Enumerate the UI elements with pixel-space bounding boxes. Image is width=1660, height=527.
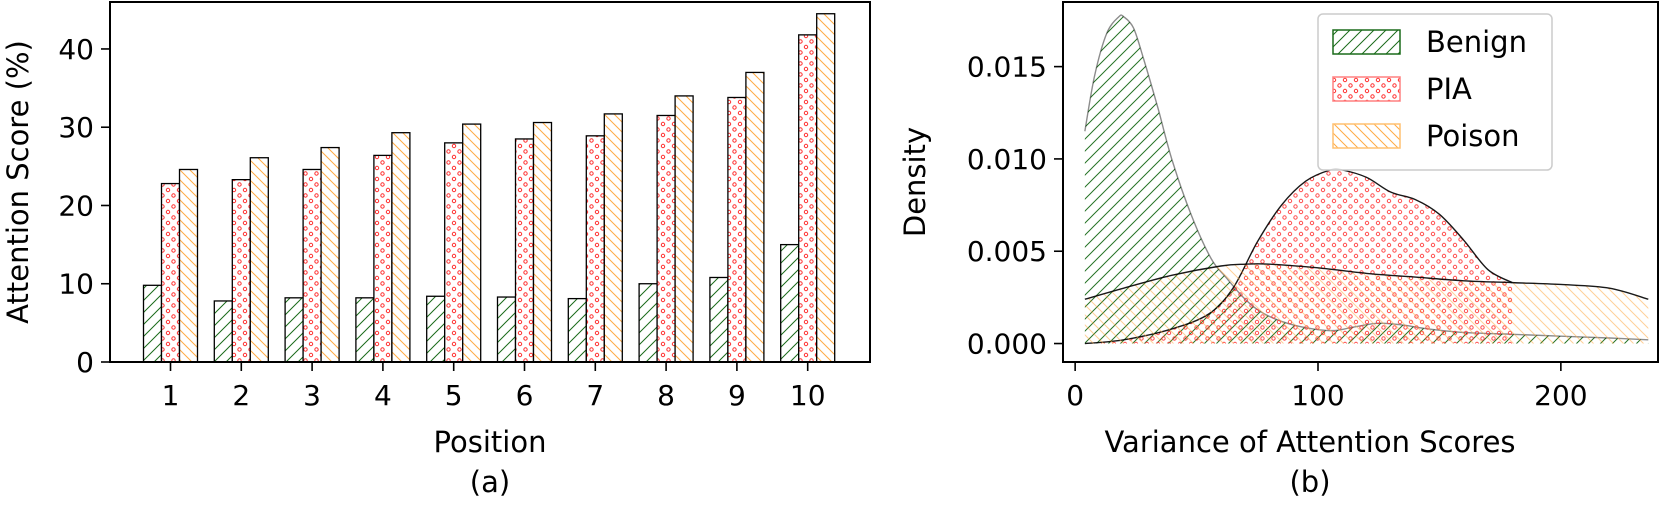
chart-b-y-axis-label: Density — [898, 127, 932, 237]
chart-b-x-ticks: 0 100 200 — [1066, 362, 1588, 412]
bar-pia-2-hatch — [231, 179, 251, 363]
y-tick-label: 0.000 — [967, 328, 1047, 361]
bar-pia-9-hatch — [727, 96, 747, 363]
bar-pia-3-hatch — [302, 168, 322, 363]
x-tick-label: 5 — [445, 379, 463, 412]
legend-swatch-benign — [1332, 29, 1401, 55]
x-tick-label: 10 — [790, 379, 826, 412]
bar-poison-9-hatch — [745, 71, 765, 363]
bar-poison-5-hatch — [462, 123, 482, 363]
bar-poison-10-hatch — [816, 13, 836, 363]
bar-benign-1-hatch — [142, 284, 163, 363]
chart-a: 0 10 20 30 40 1 2 3 4 5 6 7 8 9 10 Position (a) Atten… — [1, 1, 871, 499]
y-tick-label: 10 — [58, 268, 94, 301]
bar-poison-3-hatch — [320, 146, 340, 363]
bar-pia-10-hatch — [798, 34, 818, 363]
chart-b-y-ticks: 0.000 0.005 0.010 0.015 — [967, 51, 1063, 361]
bar-poison-4-hatch — [391, 132, 411, 363]
legend-label-pia: PIA — [1426, 72, 1472, 106]
x-tick-label: 3 — [303, 379, 321, 412]
x-tick-label: 100 — [1291, 379, 1344, 412]
legend-label-poison: Poison — [1426, 119, 1520, 153]
bar-poison-6-hatch — [532, 121, 553, 363]
y-tick-label: 20 — [58, 189, 94, 222]
chart-a-frame — [109, 1, 871, 363]
bar-pia-5-hatch — [444, 142, 464, 363]
density-curve-poison — [1084, 263, 1649, 300]
bar-poison-1-hatch — [178, 168, 199, 363]
bar-benign-10-hatch — [780, 243, 800, 363]
x-tick-label: 2 — [232, 379, 250, 412]
chart-a-x-axis-label: Position — [434, 425, 547, 459]
y-tick-label: 0.005 — [967, 235, 1047, 268]
x-tick-label: 200 — [1534, 379, 1587, 412]
chart-b-legend: Benign PIA Poison — [1317, 13, 1553, 171]
density-area-poison — [1084, 263, 1649, 344]
chart-b-density-areas — [1084, 14, 1649, 345]
chart-b-x-axis-label: Variance of Attention Scores — [1104, 425, 1515, 459]
chart-b: 0.000 0.005 0.010 0.015 0 100 200 Variance of… — [898, 1, 1659, 499]
bar-benign-3-hatch — [284, 297, 304, 363]
y-tick-label: 0 — [76, 346, 94, 379]
x-tick-label: 9 — [728, 379, 746, 412]
bar-benign-5-hatch — [426, 295, 446, 363]
bar-poison-7-hatch — [603, 113, 623, 363]
x-tick-label: 1 — [162, 379, 180, 412]
x-tick-label: 4 — [374, 379, 392, 412]
bar-pia-1-hatch — [160, 182, 181, 363]
y-tick-label: 40 — [58, 33, 94, 66]
bar-pia-7-hatch — [585, 135, 605, 363]
bar-poison-8-hatch — [674, 95, 694, 363]
chart-a-y-axis-label: Attention Score (%) — [1, 40, 35, 324]
legend-swatch-pia — [1332, 76, 1401, 102]
bar-benign-4-hatch — [355, 297, 375, 363]
bar-benign-8-hatch — [638, 283, 658, 363]
bar-pia-6-hatch — [514, 138, 535, 363]
bar-benign-6-hatch — [496, 296, 517, 363]
bar-benign-2-hatch — [213, 300, 233, 363]
y-tick-label: 30 — [58, 111, 94, 144]
chart-a-caption: (a) — [470, 465, 510, 499]
bar-pia-4-hatch — [373, 154, 393, 363]
chart-b-frame — [1062, 1, 1659, 363]
chart-a-bars — [142, 13, 836, 363]
bar-benign-7-hatch — [567, 297, 587, 363]
y-tick-label: 0.015 — [967, 51, 1047, 84]
bar-pia-8-hatch — [656, 114, 676, 363]
x-tick-label: 8 — [657, 379, 675, 412]
bar-poison-2-hatch — [249, 157, 269, 363]
chart-a-x-ticks: 1 2 3 4 5 6 7 8 9 10 — [162, 362, 826, 412]
chart-a-y-ticks: 0 10 20 30 40 — [58, 33, 110, 379]
y-tick-label: 0.010 — [967, 143, 1047, 176]
legend-label-benign: Benign — [1426, 25, 1527, 59]
x-tick-label: 0 — [1066, 379, 1084, 412]
x-tick-label: 7 — [586, 379, 604, 412]
x-tick-label: 6 — [516, 379, 534, 412]
legend-swatch-poison — [1332, 123, 1401, 149]
chart-b-caption: (b) — [1289, 465, 1330, 499]
bar-benign-9-hatch — [709, 276, 729, 363]
